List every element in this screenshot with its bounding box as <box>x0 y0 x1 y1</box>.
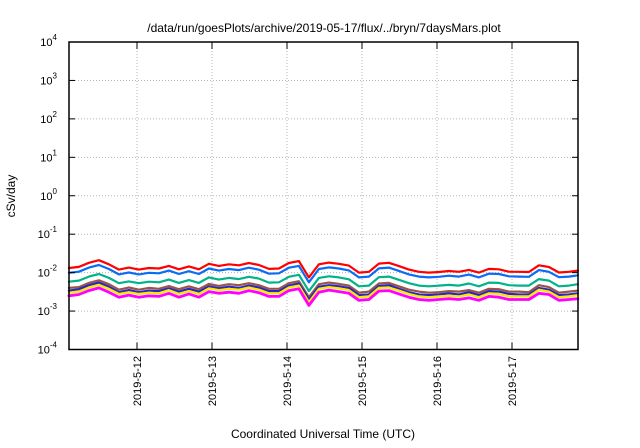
x-tick-label: 2019-5-12 <box>132 356 144 406</box>
series-yellow-line <box>67 283 580 304</box>
series-teal-line <box>67 272 580 293</box>
y-tick-label: 101 <box>40 148 57 164</box>
y-tick-label: 100 <box>40 187 57 203</box>
series-brown-line <box>67 279 580 299</box>
x-tick-label: 2019-5-17 <box>507 356 519 406</box>
series-magenta-line <box>67 286 580 307</box>
y-tick-label: 102 <box>40 110 57 126</box>
series-navy-line <box>67 281 580 301</box>
x-tick-label: 2019-5-16 <box>432 356 444 406</box>
series-blue-line <box>67 263 580 284</box>
y-tick-label: 103 <box>40 71 57 87</box>
x-tick-label: 2019-5-15 <box>357 356 369 406</box>
y-tick-label: 10-3 <box>38 302 58 318</box>
y-axis-label: cSv/day <box>4 175 18 218</box>
chart-title: /data/run/goesPlots/archive/2019-05-17/f… <box>147 21 501 35</box>
plot-border <box>68 41 579 351</box>
y-tick-label: 10-4 <box>38 341 58 357</box>
grid-layer <box>69 42 578 350</box>
y-tick-label: 10-1 <box>38 225 58 241</box>
y-tick-label: 104 <box>40 33 57 49</box>
x-tick-label: 2019-5-13 <box>207 356 219 406</box>
series-red-line <box>67 259 580 279</box>
y-tick-label: 10-2 <box>38 264 58 280</box>
series-layer <box>67 259 580 307</box>
x-tick-label: 2019-5-14 <box>282 356 294 406</box>
x-axis-label: Coordinated Universal Time (UTC) <box>231 427 415 441</box>
